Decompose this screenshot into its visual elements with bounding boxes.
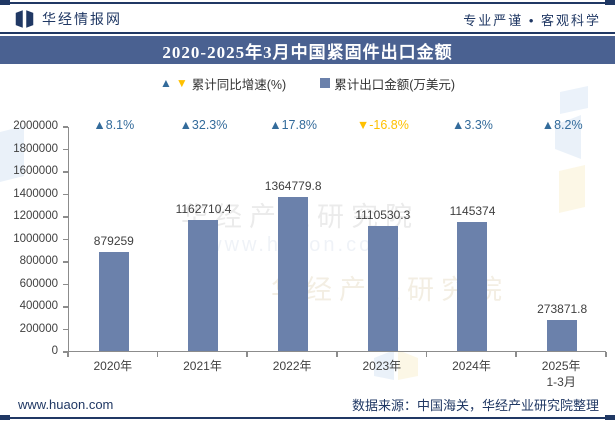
y-axis-label: 1400000 [13, 187, 58, 200]
bar-value-label: 879259 [93, 234, 134, 248]
y-axis-tick [63, 216, 68, 218]
legend-item-amount: 累计出口金额(万美元) [320, 74, 455, 93]
header-divider [0, 32, 615, 34]
legend-growth-label: 累计同比增速(%) [191, 77, 287, 92]
y-axis-tick [63, 148, 68, 151]
triangle-down-icon: ▼ [175, 76, 188, 90]
brand-logo-icon [14, 10, 35, 28]
top-border-cap-left [0, 0, 10, 5]
y-axis-tick [63, 261, 68, 263]
footer: www.huaon.com 数据来源：中国海关，华经产业研究院整理 [18, 395, 599, 413]
bar-column: ▲17.8% 1364779.8 [248, 118, 338, 351]
bar [547, 320, 578, 351]
y-axis-tick [63, 126, 68, 128]
x-axis-tick [336, 352, 338, 357]
y-axis-tick [63, 351, 68, 353]
bar-column: ▲32.3% 1162710.4 [159, 118, 249, 351]
growth-label: ▲17.8% [269, 118, 318, 132]
x-axis-label: 2021年 [183, 359, 222, 373]
plot-area: ▲8.1% 879259 ▲32.3% 1162710.4 ▲17.8% 1364779.… [68, 118, 607, 352]
growth-label: ▲32.3% [179, 118, 228, 132]
y-axis-label: 0 [51, 345, 58, 357]
y-axis-label: 400000 [19, 300, 58, 312]
bar-column: ▲3.3% 1145374 [428, 118, 518, 351]
bar-chart: ▲8.1% 879259 ▲32.3% 1162710.4 ▲17.8% 1364779.… [0, 118, 615, 394]
y-axis-label: 1600000 [13, 165, 58, 177]
bar-value-label: 1364779.8 [264, 179, 322, 193]
y-axis-tick [63, 283, 68, 286]
header: 华经情报网 专业严谨 • 客观科学 [14, 6, 601, 32]
y-axis-tick [63, 238, 68, 241]
growth-label: ▲3.3% [452, 118, 493, 132]
page-title: 2020-2025年3月中国紧固件出口金额 [162, 42, 453, 62]
bar [367, 226, 398, 351]
bottom-border-line [0, 415, 615, 420]
y-axis-label: 600000 [19, 277, 58, 290]
bar-value-label: 1145374 [449, 204, 496, 218]
chart-legend: ▲ ▼ 累计同比增速(%) 累计出口金额(万美元) [0, 74, 615, 92]
bar-column: ▲8.1% 879259 [69, 118, 159, 351]
y-axis-label: 1200000 [13, 210, 58, 222]
header-slogan: 专业严谨 • 客观科学 [463, 12, 601, 28]
y-axis-label: 2000000 [13, 120, 58, 132]
bar [98, 252, 129, 351]
x-axis-label: 2022年 [272, 359, 312, 373]
x-axis-tick [67, 352, 69, 357]
bar [188, 220, 219, 351]
triangle-up-icon: ▲ [159, 76, 172, 90]
x-axis-tick [156, 352, 159, 357]
site-link[interactable]: www.huaon.com [18, 396, 114, 412]
legend-item-growth: ▲ ▼ 累计同比增速(%) [160, 74, 286, 93]
y-axis-tick [63, 328, 68, 331]
bar-value-label: 1162710.4 [175, 202, 232, 216]
y-axis-label: 1800000 [13, 142, 58, 155]
top-border-line [0, 0, 615, 5]
x-axis-label: 2023年 [362, 359, 402, 373]
y-axis-tick [63, 171, 68, 173]
legend-amount-label: 累计出口金额(万美元) [334, 77, 456, 92]
y-axis-label: 1000000 [13, 232, 58, 245]
bar [457, 222, 488, 351]
data-source-text: 数据来源：中国海关，华经产业研究院整理 [351, 397, 599, 413]
x-axis-tick [605, 352, 607, 357]
top-border-cap-right [605, 0, 615, 5]
y-axis-tick [63, 193, 68, 196]
bar-swatch-icon [320, 78, 331, 88]
x-axis-tick [246, 352, 248, 357]
bar-column: ▲8.2% 273871.8 [517, 118, 607, 351]
x-axis-tick [515, 352, 517, 357]
bottom-border-cap-right [605, 415, 615, 420]
bar-column: ▼-16.8% 1110530.3 [338, 118, 428, 351]
x-axis-tick [425, 352, 428, 357]
brand: 华经情报网 [14, 9, 122, 29]
y-axis-tick [63, 306, 68, 308]
x-axis-label: 2024年 [452, 359, 491, 373]
brand-name: 华经情报网 [42, 11, 122, 27]
bottom-border-cap-left [0, 415, 10, 420]
growth-label: ▲8.1% [93, 118, 135, 132]
x-axis-label: 2025年 1-3月 [541, 359, 581, 390]
bar-value-label: 1110530.3 [355, 208, 411, 222]
bar [278, 197, 309, 351]
y-axis-label: 800000 [19, 255, 58, 267]
growth-label: ▼-16.8% [356, 118, 409, 132]
title-banner: 2020-2025年3月中国紧固件出口金额 [0, 36, 615, 64]
y-axis-label: 200000 [19, 322, 58, 335]
growth-label: ▲8.2% [541, 118, 583, 132]
x-axis-label: 2020年 [93, 359, 133, 373]
bar-value-label: 273871.8 [537, 302, 588, 316]
